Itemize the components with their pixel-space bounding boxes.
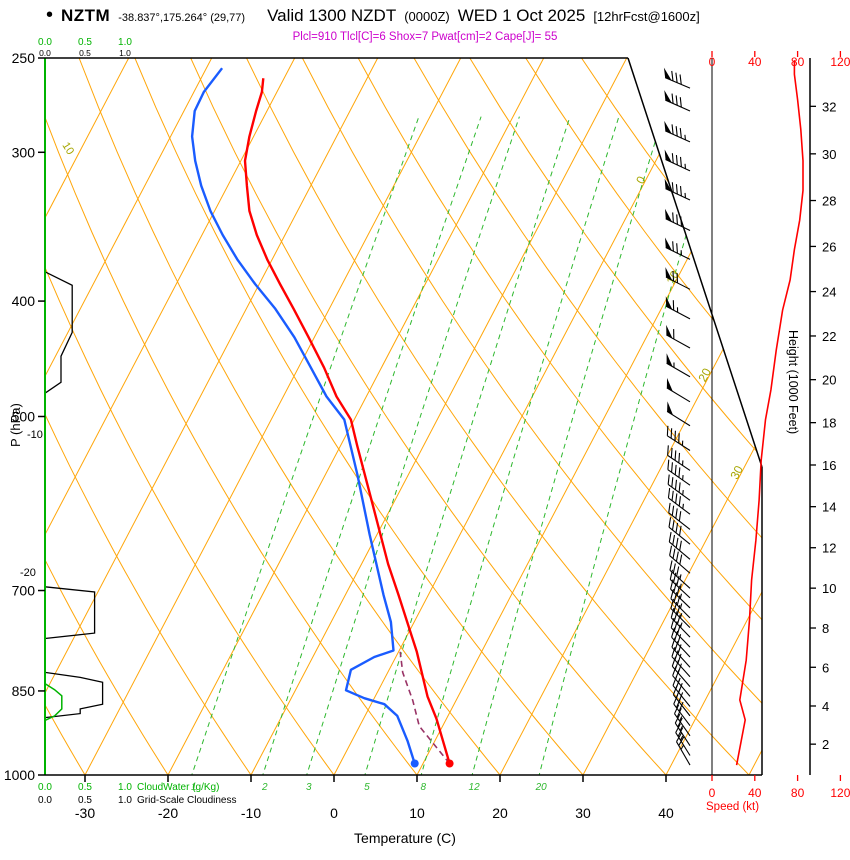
station-coords: -38.837°,175.264° (29,77) (118, 12, 246, 24)
bullet-icon: • (46, 4, 54, 26)
svg-text:6: 6 (822, 660, 829, 675)
svg-text:1000: 1000 (4, 767, 35, 783)
svg-text:10: 10 (409, 805, 425, 821)
svg-text:8: 8 (822, 621, 829, 636)
svg-text:2: 2 (822, 737, 829, 752)
svg-text:26: 26 (822, 239, 836, 254)
svg-text:32: 32 (822, 99, 836, 114)
svg-text:120: 120 (830, 786, 850, 800)
svg-text:24: 24 (822, 285, 836, 300)
svg-text:4: 4 (822, 699, 829, 714)
svg-text:2: 2 (261, 782, 268, 793)
svg-text:-30: -30 (75, 805, 95, 821)
cloudiness-profile (45, 62, 104, 770)
svg-text:3: 3 (306, 782, 312, 793)
wind-barbs (663, 67, 691, 766)
svg-text:30: 30 (575, 805, 591, 821)
title-bar: • NZTM -38.837°,175.264° (29,77) Valid 1… (46, 4, 846, 26)
temperature-curve (243, 78, 451, 764)
pressure-axis: 250 300 400 500 700 850 1000 (4, 50, 45, 783)
cloudwater-profile (45, 62, 63, 770)
station-name: NZTM (61, 6, 111, 25)
svg-text:10: 10 (822, 581, 836, 596)
svg-text:20: 20 (492, 805, 508, 821)
svg-text:0.5: 0.5 (78, 37, 92, 48)
surface-dewpoint-dot (410, 759, 419, 768)
svg-text:0: 0 (330, 805, 338, 821)
svg-text:400: 400 (12, 293, 36, 309)
svg-text:10: 10 (59, 140, 76, 157)
valid-time: Valid 1300 NZDT (267, 6, 397, 25)
parcel-path (399, 651, 451, 765)
svg-text:20: 20 (822, 373, 836, 388)
svg-text:0: 0 (709, 55, 716, 69)
svg-text:0.5: 0.5 (78, 782, 92, 793)
svg-text:0.0: 0.0 (38, 795, 52, 806)
svg-text:-10: -10 (27, 429, 43, 441)
svg-text:80: 80 (791, 786, 805, 800)
svg-text:8: 8 (420, 782, 426, 793)
svg-text:-10: -10 (241, 805, 261, 821)
svg-text:CloudWater (g/Kg): CloudWater (g/Kg) (137, 782, 219, 793)
svg-text:14: 14 (822, 500, 836, 515)
svg-text:0.0: 0.0 (38, 37, 52, 48)
svg-text:18: 18 (822, 416, 836, 431)
svg-text:12: 12 (822, 541, 836, 556)
svg-text:-20: -20 (20, 567, 36, 579)
svg-text:700: 700 (12, 583, 36, 599)
svg-text:250: 250 (12, 50, 36, 66)
svg-text:1.0: 1.0 (119, 48, 131, 58)
forecast-tag: [12hrFcst@1600z] (593, 9, 700, 24)
svg-text:500: 500 (12, 408, 36, 424)
surface-temperature-dot (445, 759, 454, 768)
stability-parameters: Plcl=910 Tlcl[C]=6 Shox=7 Pwat[cm]=2 Cap… (292, 31, 558, 43)
svg-text:5: 5 (364, 782, 370, 793)
sounding-curves (190, 67, 454, 768)
temperature-axis-label: Temperature (C) (354, 830, 456, 846)
svg-text:0.5: 0.5 (78, 795, 92, 806)
svg-text:30: 30 (727, 463, 746, 482)
svg-text:20: 20 (695, 366, 714, 385)
svg-text:1: 1 (191, 782, 197, 793)
svg-text:0: 0 (709, 786, 716, 800)
svg-text:850: 850 (12, 683, 36, 699)
dewpoint-curve (190, 67, 416, 764)
svg-text:0.5: 0.5 (79, 48, 91, 58)
svg-text:40: 40 (748, 786, 762, 800)
plot-frame (44, 57, 763, 776)
svg-text:30: 30 (822, 147, 836, 162)
svg-text:1.0: 1.0 (118, 795, 132, 806)
height-axis-label: Height (1000 Feet) (786, 330, 800, 435)
svg-text:0.0: 0.0 (38, 782, 52, 793)
svg-text:-20: -20 (158, 805, 178, 821)
svg-text:0: 0 (633, 174, 649, 187)
svg-text:300: 300 (12, 144, 36, 160)
svg-text:28: 28 (822, 194, 836, 209)
svg-text:20: 20 (535, 782, 548, 793)
speed-axis-label: Speed (kt) (706, 801, 760, 813)
pressure-axis-label: P (hPa) (8, 403, 23, 447)
svg-text:80: 80 (791, 55, 805, 69)
svg-text:40: 40 (748, 55, 762, 69)
wind-speed-profile (735, 60, 804, 766)
svg-text:1.0: 1.0 (118, 37, 132, 48)
temperature-axis: -30 -20 -10 0 10 20 30 40 (75, 775, 674, 821)
speed-axis: 0 0 40 40 80 80 120 120 (709, 51, 850, 800)
svg-text:120: 120 (830, 55, 850, 69)
valid-date: WED 1 Oct 2025 (457, 6, 586, 25)
svg-text:12: 12 (469, 782, 481, 793)
svg-text:0.0: 0.0 (39, 48, 51, 58)
svg-text:Grid-Scale Cloudiness: Grid-Scale Cloudiness (137, 795, 237, 806)
valid-zulu: (0000Z) (404, 9, 450, 24)
svg-text:22: 22 (822, 329, 836, 344)
svg-text:40: 40 (658, 805, 674, 821)
svg-text:1.0: 1.0 (118, 782, 132, 793)
svg-text:16: 16 (822, 458, 836, 473)
